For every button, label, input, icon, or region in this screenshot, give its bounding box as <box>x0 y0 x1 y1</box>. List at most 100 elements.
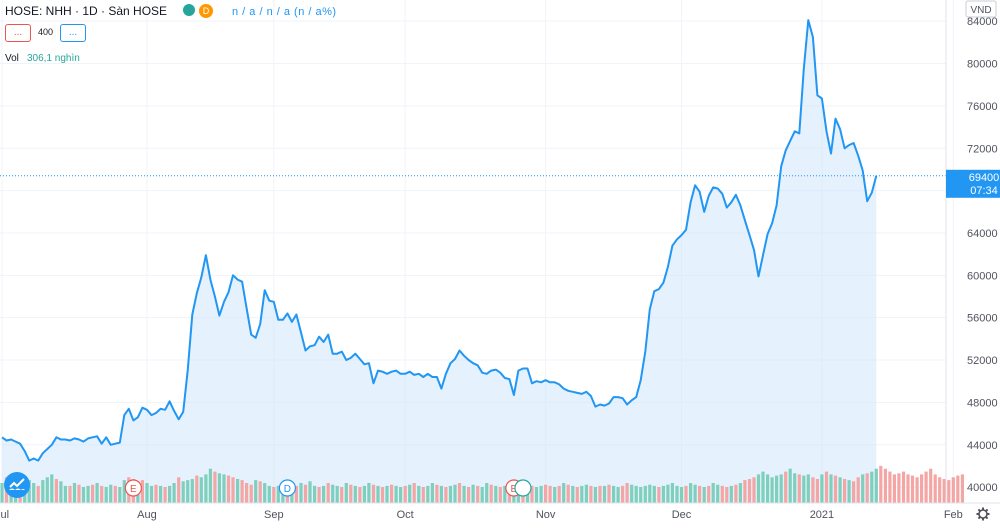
y-tick-label: 84000 <box>967 16 998 28</box>
volume-bar <box>231 477 235 503</box>
volume-bar <box>462 485 466 503</box>
volume-bar <box>797 474 801 503</box>
last-price-tag <box>946 169 1000 198</box>
volume-bar <box>294 485 298 503</box>
volume-bar <box>453 484 457 503</box>
volume-bar <box>213 471 217 503</box>
volume-bar <box>489 484 493 503</box>
volume-bar <box>811 477 815 503</box>
volume-bar <box>195 475 199 503</box>
volume-bar <box>716 484 720 503</box>
volume-bar <box>335 485 339 503</box>
dividend-d-icon: D <box>199 4 213 18</box>
volume-bar <box>870 471 874 503</box>
study-red-button[interactable]: ... <box>5 24 31 42</box>
price-axis[interactable]: 8400080000760007200068000640006000056000… <box>967 16 998 494</box>
volume-bar <box>313 485 317 503</box>
volume-bar <box>915 477 919 503</box>
volume-bar <box>317 487 321 503</box>
volume-bar <box>747 479 752 503</box>
volume-bar <box>693 484 697 503</box>
volume-bar <box>806 474 810 503</box>
settings-gear-icon[interactable] <box>976 507 990 521</box>
volume-bar <box>254 480 258 503</box>
volume-bar <box>204 474 208 503</box>
volume-bar <box>584 484 588 503</box>
volume-bar <box>802 475 806 503</box>
time-axis[interactable]: JulAugSepOctNovDec2021FebMar19 <box>0 509 1000 521</box>
volume-bar <box>159 485 163 503</box>
volume-bar <box>322 485 326 503</box>
volume-bar <box>616 487 620 503</box>
volume-bar <box>435 484 439 503</box>
volume-bar <box>883 468 887 503</box>
volume-bar <box>177 477 181 503</box>
y-tick-label: 72000 <box>967 143 998 155</box>
volume-bar <box>471 484 475 503</box>
volume-bar <box>788 468 792 503</box>
volume-bar <box>349 484 353 503</box>
volume-bar <box>956 475 960 503</box>
volume-bar <box>27 480 31 503</box>
volume-bar <box>670 483 674 503</box>
volume-bar <box>86 485 90 503</box>
volume-bar <box>385 485 389 503</box>
volume-bar <box>81 487 86 503</box>
volume-bar <box>661 485 665 503</box>
volume-bar <box>861 474 865 503</box>
study-blue-button[interactable]: ... <box>60 24 86 42</box>
volume-bar <box>666 484 670 503</box>
last-price-countdown: 07:34 <box>970 185 998 197</box>
volume-bar <box>820 474 824 503</box>
volume-bar <box>100 485 104 503</box>
y-tick-label: 56000 <box>967 313 998 325</box>
volume-bar <box>408 484 412 503</box>
volume-bar <box>59 481 63 503</box>
event-earnings-marker[interactable]: E <box>124 479 142 497</box>
volume-bar <box>399 487 403 503</box>
volume-bar <box>217 473 221 503</box>
symbol-title[interactable]: HOSE: NHH · 1D · Sàn HOSE <box>5 4 168 18</box>
volume-bar <box>784 471 788 503</box>
volume-bar <box>815 479 819 503</box>
volume-bar <box>467 487 471 503</box>
volume-bar <box>457 483 462 503</box>
volume-bar <box>104 487 108 503</box>
volume-bar <box>630 484 634 503</box>
volume-bar <box>738 483 742 503</box>
volume-bar <box>68 485 72 503</box>
y-tick-label: 44000 <box>967 440 998 452</box>
volume-bar <box>394 485 398 503</box>
volume-bar <box>263 483 267 503</box>
volume-bar <box>634 485 638 503</box>
volume-bar <box>856 477 860 503</box>
volume-bar <box>779 474 783 503</box>
event-dividend-marker[interactable]: D <box>278 479 296 497</box>
volume-bar <box>498 487 502 503</box>
volume-bar <box>430 483 434 503</box>
volume-bar <box>380 487 385 503</box>
volume-bar <box>276 485 280 503</box>
volume-bar <box>643 485 647 503</box>
volume-bar <box>729 485 733 503</box>
volume-bar <box>208 468 212 503</box>
volume-bar <box>766 474 770 503</box>
currency-box[interactable] <box>965 0 997 18</box>
volume-bar <box>553 487 557 503</box>
status-green-icon <box>183 4 195 16</box>
volume-bar <box>181 481 185 503</box>
volume-bar <box>652 485 656 503</box>
y-tick-label: 76000 <box>967 101 998 113</box>
volume-bar <box>145 483 149 503</box>
volume-bar <box>711 483 715 503</box>
volume-bar <box>494 485 498 503</box>
event-split-marker[interactable] <box>514 479 532 497</box>
volume-bar <box>72 483 77 503</box>
volume-bar <box>910 475 915 503</box>
volume-bar <box>172 483 176 503</box>
x-tick-label: Sep <box>264 509 284 521</box>
volume-bar <box>444 487 448 503</box>
currency-label: VND <box>970 5 991 16</box>
